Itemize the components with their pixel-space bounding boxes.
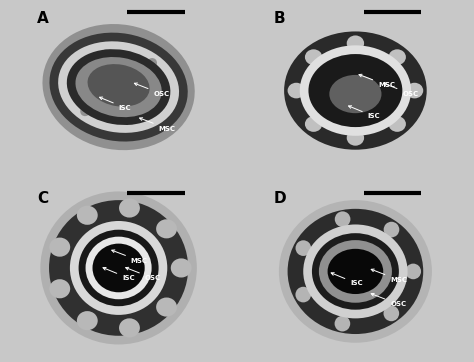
- Text: ISC: ISC: [348, 106, 380, 119]
- Ellipse shape: [125, 113, 136, 125]
- Ellipse shape: [40, 191, 197, 345]
- Ellipse shape: [119, 198, 140, 218]
- Text: ISC: ISC: [100, 97, 131, 111]
- Ellipse shape: [288, 209, 423, 334]
- Ellipse shape: [335, 211, 350, 227]
- Text: OSC: OSC: [134, 83, 170, 97]
- Ellipse shape: [119, 318, 140, 337]
- Text: MSC: MSC: [359, 74, 395, 88]
- Text: MSC: MSC: [371, 269, 407, 283]
- Ellipse shape: [295, 287, 311, 302]
- Ellipse shape: [312, 233, 399, 310]
- Ellipse shape: [146, 58, 157, 70]
- Ellipse shape: [77, 311, 98, 330]
- Ellipse shape: [309, 54, 402, 127]
- Ellipse shape: [346, 130, 364, 146]
- Ellipse shape: [389, 49, 406, 65]
- Ellipse shape: [305, 49, 322, 65]
- Ellipse shape: [275, 23, 436, 159]
- Ellipse shape: [383, 222, 399, 237]
- Ellipse shape: [58, 41, 179, 133]
- Text: B: B: [273, 10, 285, 26]
- Ellipse shape: [88, 64, 150, 107]
- Ellipse shape: [405, 264, 421, 279]
- Ellipse shape: [406, 83, 423, 98]
- Ellipse shape: [43, 24, 195, 150]
- Text: OSC: OSC: [383, 83, 419, 97]
- Ellipse shape: [328, 249, 383, 294]
- Ellipse shape: [101, 49, 112, 61]
- Ellipse shape: [329, 75, 382, 113]
- Text: C: C: [37, 191, 48, 206]
- Ellipse shape: [389, 116, 406, 132]
- Ellipse shape: [77, 206, 98, 225]
- Ellipse shape: [288, 83, 305, 98]
- Ellipse shape: [279, 200, 432, 343]
- Ellipse shape: [335, 316, 350, 332]
- Text: MSC: MSC: [140, 118, 175, 131]
- Ellipse shape: [70, 221, 167, 315]
- Text: A: A: [37, 10, 49, 26]
- Ellipse shape: [319, 240, 392, 303]
- Ellipse shape: [300, 45, 411, 136]
- Ellipse shape: [303, 224, 408, 319]
- Ellipse shape: [284, 31, 427, 150]
- Ellipse shape: [305, 116, 322, 132]
- Text: ISC: ISC: [331, 273, 363, 286]
- Text: MSC: MSC: [112, 250, 148, 264]
- Ellipse shape: [383, 306, 399, 321]
- Ellipse shape: [92, 244, 145, 292]
- Ellipse shape: [75, 57, 162, 117]
- Ellipse shape: [67, 49, 170, 125]
- Ellipse shape: [68, 73, 80, 84]
- Text: ISC: ISC: [103, 268, 135, 281]
- Ellipse shape: [79, 230, 159, 306]
- Ellipse shape: [295, 240, 311, 256]
- Ellipse shape: [157, 90, 169, 101]
- Ellipse shape: [171, 258, 191, 278]
- Ellipse shape: [80, 105, 91, 116]
- Ellipse shape: [49, 200, 188, 336]
- Text: OSC: OSC: [126, 267, 161, 281]
- Ellipse shape: [156, 298, 177, 317]
- Ellipse shape: [156, 219, 177, 239]
- Text: D: D: [273, 191, 286, 206]
- Ellipse shape: [49, 279, 70, 298]
- Ellipse shape: [49, 237, 70, 257]
- Ellipse shape: [346, 35, 364, 51]
- Text: OSC: OSC: [371, 294, 406, 307]
- Ellipse shape: [85, 237, 152, 299]
- Ellipse shape: [49, 33, 188, 142]
